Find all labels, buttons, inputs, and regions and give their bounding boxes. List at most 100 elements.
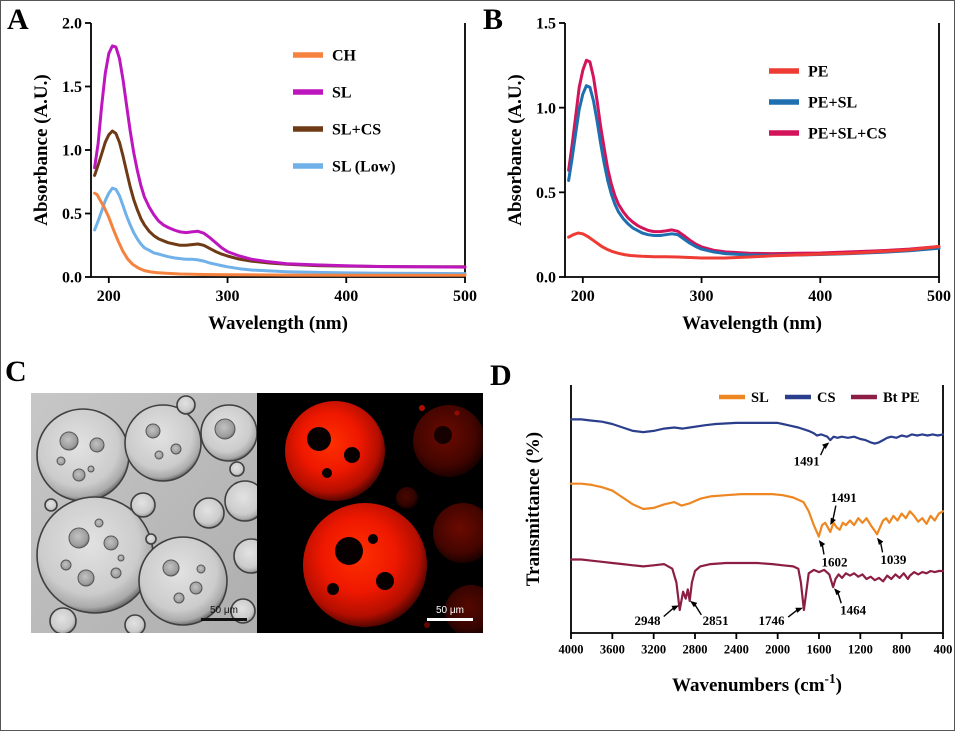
axes-frame xyxy=(564,23,940,278)
droplet xyxy=(396,487,418,509)
series-SL xyxy=(93,44,467,269)
droplet xyxy=(89,437,105,453)
x-tick-label: 400 xyxy=(334,288,358,305)
x-tick-label: 2800 xyxy=(683,643,708,657)
x-tick-label: 500 xyxy=(453,288,477,305)
series-SL+CS xyxy=(93,129,467,269)
annotation-label: 2948 xyxy=(634,613,661,628)
x-tick-label: 1200 xyxy=(848,643,873,657)
droplet xyxy=(189,581,203,595)
annotation-label: 1746 xyxy=(758,613,785,628)
x-tick-label: 2000 xyxy=(765,643,790,657)
y-tick-label: 2.0 xyxy=(62,16,82,33)
droplet xyxy=(124,404,202,482)
annotation-arrow xyxy=(663,607,675,618)
chart-svg-D: 4000 3600 3200 2800 2400 2000 1600 1200 800 400 Wa… xyxy=(523,385,952,696)
annotation-arrowhead xyxy=(830,517,836,526)
annotation-arrow xyxy=(837,592,842,604)
legend-label-CS: CS xyxy=(817,390,836,406)
ftir-chart-d: 4000 3600 3200 2800 2400 2000 1600 1200 800 400 Wa… xyxy=(519,373,953,703)
droplet xyxy=(124,614,146,633)
droplet xyxy=(424,622,430,628)
droplet xyxy=(233,538,257,574)
chart-svg-A: 200 300 400 500 0.0 0.5 1.0 1.5 2.0 Wavelength (n… xyxy=(31,16,477,334)
scale-bar-line xyxy=(427,618,473,621)
annotation-arrow xyxy=(879,542,884,553)
droplet xyxy=(335,537,363,565)
droplet xyxy=(68,527,90,549)
scale-bar-line xyxy=(201,618,247,621)
series-Bt PE xyxy=(569,558,945,612)
x-axis-title: Wavelength (nm) xyxy=(682,313,822,334)
droplet xyxy=(344,447,360,463)
droplet xyxy=(145,533,157,545)
annotation-arrow xyxy=(694,604,702,616)
droplet xyxy=(60,559,72,571)
scale-bar: 50 μm xyxy=(427,606,473,621)
axes-frame xyxy=(90,23,466,278)
droplet xyxy=(36,408,130,502)
droplet xyxy=(173,592,185,604)
droplet xyxy=(285,401,385,501)
annotation-label: 2851 xyxy=(703,613,729,628)
legend-label-SL: SL xyxy=(332,85,352,102)
x-tick-label: 800 xyxy=(892,643,911,657)
scale-bar-label: 50 μm xyxy=(210,605,238,616)
y-axis-title: Absorbance (A.U.) xyxy=(505,74,526,225)
droplet xyxy=(229,461,245,477)
droplet xyxy=(445,585,483,633)
droplet xyxy=(433,503,483,563)
axes-frame xyxy=(570,385,944,634)
panel-label-d: D xyxy=(490,359,512,392)
series-SL xyxy=(569,482,945,538)
droplet xyxy=(59,431,79,451)
droplet xyxy=(193,497,225,529)
droplet xyxy=(434,426,452,444)
series-CS xyxy=(569,418,945,445)
panel-label-c: C xyxy=(5,355,27,388)
droplet xyxy=(303,503,427,627)
x-tick-label: 4000 xyxy=(559,643,584,657)
annotation-label: 1602 xyxy=(822,554,848,569)
annotation-label: 1039 xyxy=(880,552,907,567)
droplet xyxy=(376,572,394,590)
legend-label-Bt PE: Bt PE xyxy=(883,390,920,406)
x-axis-title: Wavelength (nm) xyxy=(208,313,348,334)
y-tick-label: 1.0 xyxy=(62,143,82,160)
x-tick-label: 200 xyxy=(97,288,121,305)
droplet xyxy=(94,518,104,528)
series-PE+SL+CS xyxy=(567,58,941,256)
legend-label-PE: PE xyxy=(808,64,828,81)
y-tick-label: 0.0 xyxy=(62,270,82,287)
legend-label-SL: SL xyxy=(751,390,769,406)
y-tick-label: 1.5 xyxy=(536,16,556,33)
annotation-arrowhead xyxy=(818,540,826,548)
droplet-holes-group xyxy=(307,426,452,595)
droplet xyxy=(419,405,425,411)
annotation-arrowhead xyxy=(671,605,679,611)
fluorescence-image xyxy=(257,393,483,633)
droplet xyxy=(176,395,196,415)
droplet xyxy=(56,456,66,466)
droplet xyxy=(145,423,161,439)
fluorescence-micrograph: 50 μm xyxy=(257,393,483,633)
y-tick-label: 0.5 xyxy=(536,185,556,202)
x-tick-label: 400 xyxy=(808,288,832,305)
droplet xyxy=(49,607,77,633)
droplet xyxy=(87,465,95,473)
y-tick-label: 1.0 xyxy=(536,100,556,117)
droplet xyxy=(117,554,125,562)
droplet xyxy=(196,564,206,574)
droplet xyxy=(322,468,332,478)
droplet xyxy=(138,536,228,626)
x-axis-title: Wavenumbers (cm-1) xyxy=(672,671,842,696)
annotation-arrow xyxy=(821,544,825,555)
droplet xyxy=(103,535,119,551)
droplet xyxy=(72,468,86,482)
scale-bar-label: 50 μm xyxy=(436,605,464,616)
x-tick-label: 300 xyxy=(216,288,240,305)
series-CH xyxy=(93,191,467,277)
annotation-arrow xyxy=(819,445,826,456)
annotation-label: 1491 xyxy=(831,490,857,505)
droplet xyxy=(44,498,58,512)
